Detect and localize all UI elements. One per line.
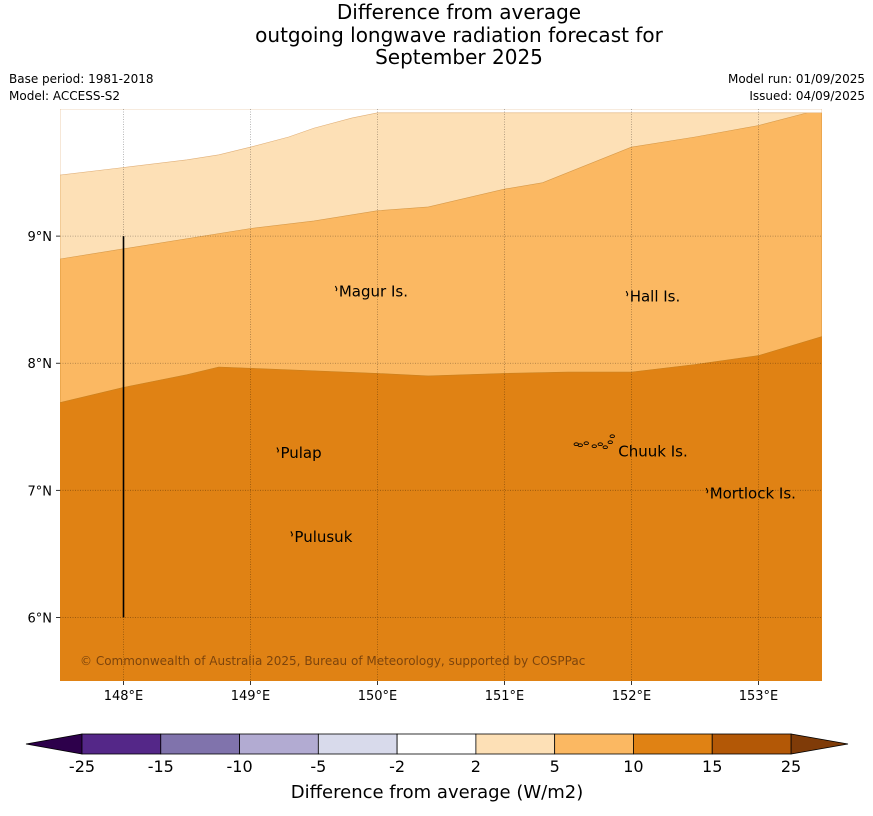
lon-tick-label: 153°E	[739, 689, 779, 704]
colorbar: -25 -15 -10 -5 -2 2 5 10 15 25	[25, 733, 849, 776]
colorbar-tick-label: 2	[471, 757, 481, 776]
lon-tick-label: 152°E	[612, 689, 652, 704]
island-shape	[609, 434, 615, 439]
place-marker: Mortlock Is.	[705, 485, 796, 503]
island-shape	[591, 444, 597, 449]
lat-tick-label: 8°N	[28, 357, 53, 372]
island-shape	[597, 442, 603, 447]
island-shape	[625, 290, 629, 297]
map-axes: 6°N 7°N 8°N 9°N 148°E 149°E 150°E 151°E 152°E 153…	[28, 230, 779, 704]
place-label: Chuuk Is.	[618, 443, 687, 461]
colorbar-tick-label: -5	[310, 757, 326, 776]
colorbar-segment	[633, 733, 713, 755]
colorbar-tick-label: 15	[702, 757, 722, 776]
colorbar-under-arrow	[25, 733, 83, 755]
island-shape	[607, 440, 613, 445]
colorbar-tick-label: 10	[623, 757, 643, 776]
place-label: Magur Is.	[339, 283, 408, 301]
place-marker: Chuuk Is.	[573, 434, 688, 461]
place-label: Mortlock Is.	[710, 485, 796, 503]
place-marker: Magur Is.	[334, 283, 408, 301]
lat-tick-label: 9°N	[28, 230, 53, 245]
colorbar-segment	[239, 733, 319, 755]
model-name: Model: ACCESS-S2	[9, 89, 121, 103]
copyright-notice: © Commonwealth of Australia 2025, Bureau…	[80, 654, 585, 668]
lon-tick-label: 151°E	[485, 689, 525, 704]
island-shape	[276, 447, 280, 453]
island-shape	[577, 443, 583, 448]
title-line-3: September 2025	[375, 45, 543, 69]
map-area	[60, 109, 822, 681]
colorbar-segment	[160, 733, 240, 755]
island-shape	[583, 441, 589, 446]
title-line-2: outgoing longwave radiation forecast for	[255, 22, 663, 47]
place-label: Hall Is.	[630, 288, 681, 306]
island-shape	[602, 445, 608, 450]
metadata-right: Model run: 01/09/2025 Issued: 04/09/2025	[728, 71, 865, 105]
island-shape	[334, 285, 338, 292]
issued-date: Issued: 04/09/2025	[749, 89, 865, 103]
place-marker: Pulap	[276, 444, 322, 462]
colorbar-label: Difference from average (W/m2)	[291, 782, 583, 803]
colorbar-tick-label: 25	[781, 757, 801, 776]
place-marker: Pulusuk	[290, 528, 353, 546]
colorbar-segment	[317, 733, 398, 755]
colorbar-tick-label: -25	[69, 757, 95, 776]
colorbar-tick-label: 5	[550, 757, 560, 776]
colorbar-tick-label: -10	[226, 757, 252, 776]
place-label: Pulap	[280, 444, 321, 462]
colorbar-tick-label: -2	[389, 757, 405, 776]
chart-title: Difference from average outgoing longwav…	[0, 1, 873, 69]
lon-tick-label: 148°E	[104, 689, 144, 704]
island-shape	[290, 531, 294, 537]
island-shape	[705, 487, 709, 494]
title-line-1: Difference from average	[336, 0, 582, 24]
place-label: Pulusuk	[294, 528, 352, 546]
metadata-left: Base period: 1981-2018 Model: ACCESS-S2	[9, 71, 154, 105]
lat-tick-label: 7°N	[28, 484, 53, 499]
lon-tick-label: 150°E	[358, 689, 398, 704]
place-marker: Hall Is.	[625, 288, 681, 306]
colorbar-over-arrow	[790, 733, 849, 755]
lon-tick-label: 149°E	[231, 689, 271, 704]
base-period: Base period: 1981-2018	[9, 72, 154, 86]
colorbar-segment	[711, 733, 792, 755]
band-below-2	[60, 109, 822, 176]
map-overlay: Magur Is. Hall Is. Pulap Chuuk Is. Mortlock …	[276, 283, 796, 546]
colorbar-segment	[554, 733, 634, 755]
lat-tick-label: 6°N	[28, 611, 53, 626]
colorbar-segment	[475, 733, 556, 755]
colorbar-segment	[81, 733, 162, 755]
colorbar-segment	[396, 733, 477, 755]
colorbar-tick-label: -15	[148, 757, 174, 776]
model-run: Model run: 01/09/2025	[727, 72, 865, 86]
